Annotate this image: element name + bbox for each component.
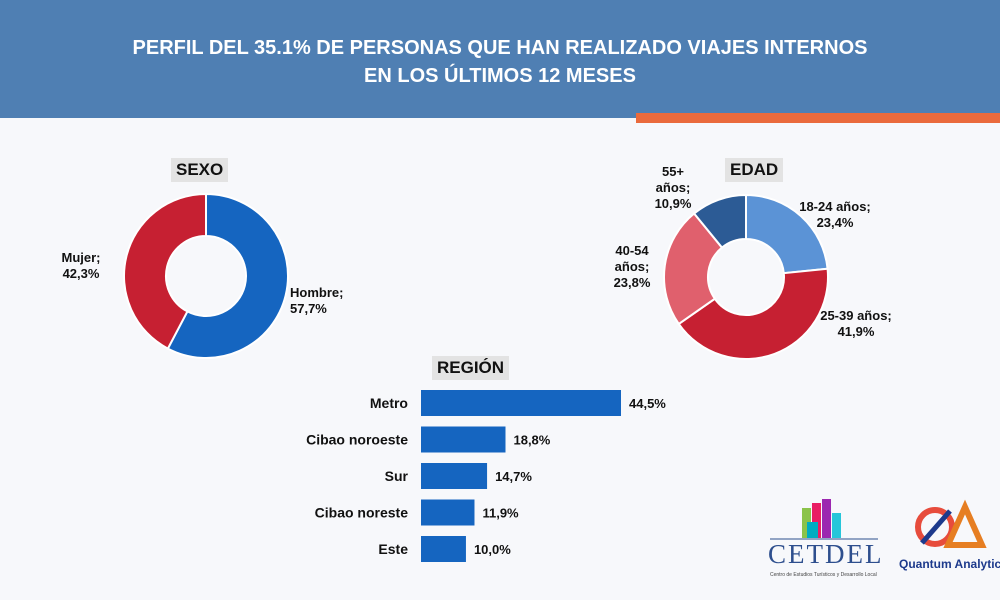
region-bar-1 (421, 426, 506, 453)
header-band (0, 0, 1000, 118)
title-line-1: PERFIL DEL 35.1% DE PERSONAS QUE HAN REA… (132, 37, 868, 59)
region-value-label-0: 44,5% (629, 396, 666, 411)
cetdel-logo (770, 499, 987, 548)
edad-slice-0 (745, 193, 829, 275)
edad-slice-2 (663, 212, 724, 326)
region-bar-2 (421, 463, 488, 489)
cetdel-subtitle: Centro de Estudios Turísticos y Desarrol… (770, 572, 877, 578)
title-line-2: EN LOS ÚLTIMOS 12 MESES (364, 65, 636, 87)
sexo-donut-chart: Hombre; 57,7% Mujer; 42,3% (62, 192, 343, 359)
region-bar-chart: Metro 44,5% Cibao noroeste 18,8% Sur 14,7% Cib… (306, 390, 666, 562)
edad-donut-chart: 18-24 años; 23,4% 25-39 años; 41,9% 40-54 año… (614, 164, 892, 360)
cetdel-wordmark: CETDEL (768, 539, 884, 569)
edad-label-3: 55+ años; 10,9% (655, 164, 692, 211)
region-category-label-1: Cibao noroeste (306, 432, 408, 448)
region-value-label-3: 11,9% (482, 506, 519, 521)
logos: CETDEL Centro de Estudios Turísticos y D… (760, 495, 1000, 600)
region-value-label-2: 14,7% (495, 469, 532, 484)
quantum-wordmark: Quantum Analytics (899, 557, 1000, 571)
region-value-label-1: 18,8% (513, 433, 550, 448)
region-value-label-4: 10,0% (474, 542, 511, 557)
sexo-title: SEXO (171, 158, 229, 182)
edad-label-1: 25-39 años; 41,9% (820, 308, 892, 339)
edad-label-2: 40-54 años; 23,8% (614, 243, 651, 290)
region-title: REGIÓN (432, 356, 510, 380)
region-bar-3 (421, 499, 475, 526)
region-bar-4 (421, 536, 466, 562)
region-category-label-2: Sur (385, 468, 409, 484)
edad-slice-1 (677, 267, 829, 360)
edad-slice-3 (692, 193, 747, 249)
sexo-slice-1 (123, 192, 207, 350)
region-category-label-3: Cibao noreste (315, 505, 409, 521)
sexo-label-1: Mujer; 42,3% (62, 250, 101, 281)
region-category-label-4: Este (378, 541, 408, 557)
page-title: PERFIL DEL 35.1% DE PERSONAS QUE HAN REA… (0, 34, 1000, 90)
region-category-label-0: Metro (370, 395, 408, 411)
sexo-label-0: Hombre; 57,7% (290, 285, 343, 316)
sexo-slice-0 (166, 192, 289, 359)
edad-title: EDAD (725, 158, 784, 182)
accent-line (636, 113, 1000, 123)
region-bar-0 (421, 390, 621, 416)
edad-label-0: 18-24 años; 23,4% (799, 199, 871, 230)
